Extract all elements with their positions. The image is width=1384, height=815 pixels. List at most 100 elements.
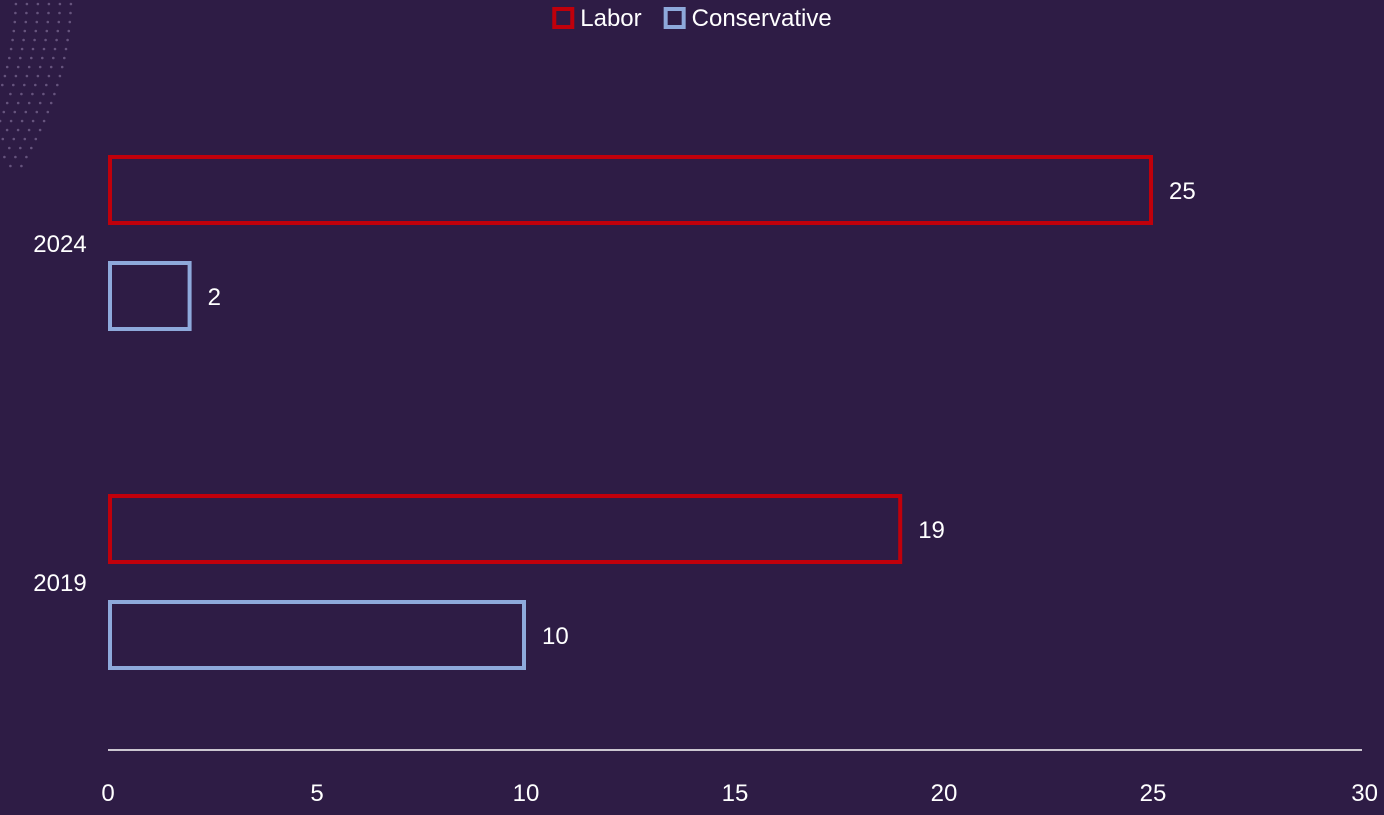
decor-dot	[25, 74, 29, 78]
decor-dot	[36, 2, 40, 6]
decor-dot	[33, 38, 36, 42]
decor-dot	[49, 101, 53, 105]
decor-dot	[38, 101, 42, 105]
decor-dot	[16, 101, 20, 105]
decor-dot	[34, 83, 37, 87]
data-label-labor-2019: 19	[918, 517, 945, 544]
decor-dot	[68, 20, 72, 24]
x-tick-label-5: 5	[310, 780, 323, 807]
decor-dot	[20, 164, 23, 168]
decor-dot	[31, 119, 35, 123]
decor-dot	[56, 29, 60, 33]
decor-dot	[13, 110, 17, 114]
decor-dot	[53, 92, 56, 96]
x-tick-label-0: 0	[101, 780, 114, 807]
decor-dot	[1, 83, 4, 87]
decor-dot	[66, 38, 69, 42]
decor-dot	[41, 56, 44, 60]
decor-dot	[24, 110, 28, 114]
decor-dot	[35, 110, 39, 114]
x-axis-tick-labels: 0 5 10 15 20 25 30	[101, 780, 1378, 807]
decor-dot	[31, 92, 34, 96]
chart-legend: Labor Conservative	[552, 5, 832, 32]
category-labels: 2024 2019	[33, 231, 86, 597]
decor-dot	[9, 47, 13, 51]
decor-dot	[52, 56, 55, 60]
decor-dot	[64, 47, 68, 51]
decor-dot	[58, 74, 62, 78]
decor-dot	[42, 92, 45, 96]
decor-dot	[38, 65, 42, 69]
decor-dot	[25, 2, 29, 6]
decor-dot	[47, 2, 51, 6]
decor-dot	[14, 11, 17, 15]
decor-dot	[42, 119, 46, 123]
decor-dot	[56, 83, 59, 87]
data-label-conservative-2024: 2	[208, 284, 221, 311]
decor-dot	[12, 137, 16, 141]
decor-dot	[60, 65, 64, 69]
x-tick-label-25: 25	[1140, 780, 1167, 807]
decor-dot	[20, 119, 24, 123]
decor-dot	[36, 11, 39, 15]
decor-dot	[35, 20, 39, 24]
decor-dot	[16, 65, 20, 69]
decor-dot	[20, 92, 23, 96]
decor-dot	[23, 29, 27, 33]
legend-swatch-conservative	[663, 7, 686, 29]
decor-dot	[12, 83, 15, 87]
x-tick-label-30: 30	[1351, 780, 1378, 807]
decor-dot	[46, 20, 50, 24]
decor-dot	[9, 164, 12, 168]
decor-dot	[5, 101, 9, 105]
decor-dot	[9, 119, 13, 123]
legend-label-labor: Labor	[580, 5, 641, 32]
decor-dot	[3, 74, 7, 78]
x-tick-label-15: 15	[722, 780, 749, 807]
legend-label-conservative: Conservative	[692, 5, 832, 32]
decor-dot	[34, 137, 38, 141]
decor-dot	[19, 56, 22, 60]
category-label-2019: 2019	[33, 570, 86, 597]
decor-dot	[30, 146, 33, 150]
bars-group: 25 2 19 10	[108, 155, 1196, 670]
decor-dot	[69, 2, 73, 6]
decor-dot	[27, 101, 31, 105]
decor-dot	[69, 11, 72, 15]
decor-dot	[27, 65, 31, 69]
decor-dot	[14, 155, 17, 159]
decor-dot	[31, 47, 35, 51]
decor-dot	[22, 38, 25, 42]
decor-dot	[24, 20, 28, 24]
decor-dot	[36, 74, 40, 78]
decor-dot	[19, 146, 22, 150]
decor-dot	[3, 155, 6, 159]
decor-dot	[11, 38, 14, 42]
decor-dot	[38, 128, 42, 132]
decor-dot	[58, 11, 61, 15]
decor-dot	[1, 137, 5, 141]
decor-dot	[8, 56, 11, 60]
bar-conservative-2024	[108, 261, 192, 331]
decor-dot	[23, 137, 27, 141]
decor-dot	[16, 128, 20, 132]
decor-dot	[13, 20, 17, 24]
data-label-conservative-2019: 10	[542, 623, 569, 650]
decor-dot	[23, 83, 26, 87]
decor-dot	[9, 92, 12, 96]
bar-labor-2019	[108, 494, 903, 564]
decor-dot	[5, 65, 9, 69]
decor-dot	[14, 2, 18, 6]
decor-dot	[57, 20, 61, 24]
decor-dot	[20, 47, 24, 51]
decor-dot	[8, 146, 11, 150]
decor-dot	[55, 38, 58, 42]
decor-dot	[14, 74, 18, 78]
x-tick-label-20: 20	[931, 780, 958, 807]
decor-dot	[25, 155, 28, 159]
decor-dot	[46, 110, 50, 114]
bar-conservative-2019	[108, 600, 526, 670]
x-tick-label-10: 10	[513, 780, 540, 807]
decor-dot	[25, 11, 28, 15]
decor-dot	[42, 47, 46, 51]
